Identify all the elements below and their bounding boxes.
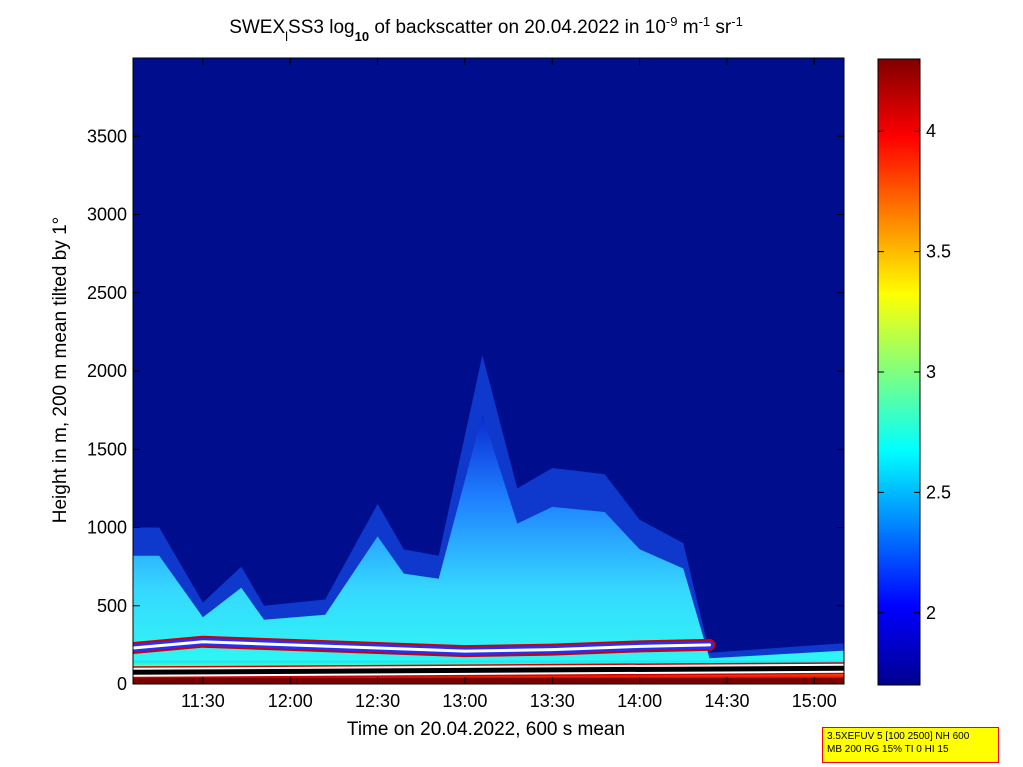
colorbar-tick-label: 2 (926, 603, 936, 623)
y-tick-label: 2000 (87, 361, 127, 381)
colorbar-tick-label: 4 (926, 121, 936, 141)
y-tick-label: 500 (97, 596, 127, 616)
colorbar (877, 58, 921, 686)
x-tick-label: 15:00 (792, 691, 837, 711)
x-tick-label: 14:30 (704, 691, 749, 711)
x-tick-label: 12:00 (268, 691, 313, 711)
y-tick-label: 1500 (87, 439, 127, 459)
y-tick-label: 1000 (87, 518, 127, 538)
y-axis: 0 500 1000 1500 2000 2500 3000 3500 (87, 126, 844, 694)
colorbar-tick-label: 2.5 (926, 482, 951, 502)
processing-info-box: 3.5XEFUV 5 [100 2500] NH 600 MB 200 RG 1… (822, 727, 999, 763)
y-tick-label: 3000 (87, 205, 127, 225)
x-tick-label: 13:30 (530, 691, 575, 711)
x-tick-label: 11:30 (181, 691, 225, 711)
colorbar-tick-label: 3.5 (926, 242, 951, 262)
ground-band (133, 677, 844, 684)
info-line-1: 3.5XEFUV 5 [100 2500] NH 600 (827, 731, 970, 742)
backscatter-field (133, 355, 844, 684)
y-tick-label: 3500 (87, 126, 127, 146)
colorbar-axis: 2 2.5 3 3.5 4 (878, 121, 951, 623)
y-tick-label: 2500 (87, 283, 127, 303)
colorbar-tick-label: 3 (926, 362, 936, 382)
x-tick-label: 13:00 (442, 691, 487, 711)
info-line-2: MB 200 RG 15% TI 0 HI 15 (827, 744, 949, 755)
y-axis-label: Height in m, 200 m mean tilted by 1° (50, 217, 71, 523)
boundary-line (133, 640, 711, 653)
chart-title: SWEXlSS3 log10 of backscatter on 20.04.2… (229, 14, 743, 44)
x-tick-label: 12:30 (355, 691, 400, 711)
x-axis-label: Time on 20.04.2022, 600 s mean (347, 719, 625, 740)
x-axis: 11:30 12:00 12:30 13:00 13:30 14:00 14:30 15:00 (181, 58, 837, 711)
y-tick-label: 0 (117, 674, 127, 694)
aerosol-layer (133, 414, 844, 684)
lower-layer-line (133, 665, 844, 675)
x-tick-label: 14:00 (617, 691, 662, 711)
